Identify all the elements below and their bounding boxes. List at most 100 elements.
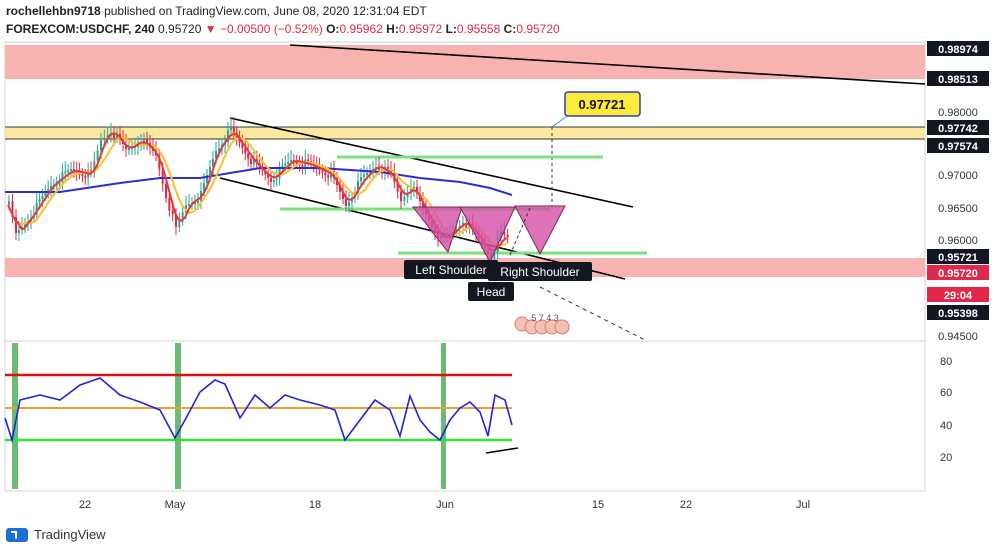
candle-body — [113, 133, 115, 138]
price-axis-label: 0.98000 — [938, 107, 978, 119]
candle-body — [400, 191, 402, 201]
candle-body — [390, 170, 392, 173]
moving-average-fast[interactable] — [7, 132, 508, 252]
time-axis-label: 22 — [79, 499, 91, 511]
tradingview-logo-icon — [6, 527, 28, 542]
long-trendline[interactable] — [289, 44, 926, 85]
pattern-connector — [509, 207, 531, 256]
candle-body — [267, 174, 270, 179]
moving-average-slow[interactable] — [5, 167, 513, 196]
candle-body — [24, 224, 26, 227]
candle-body — [44, 192, 47, 196]
symbol-name[interactable]: FOREXCOM:USDCHF, 240 — [6, 22, 155, 36]
candle-body — [8, 201, 10, 205]
price-axis[interactable]: 0.98974 0.98513 0.98000 0.97742 0.97574 0.970… — [927, 41, 989, 343]
price-axis-label-box — [927, 71, 989, 86]
candle-body — [372, 169, 374, 171]
candle-body — [272, 180, 275, 183]
events-count: 5 7 4 3 — [531, 313, 559, 323]
candle-body — [67, 170, 70, 173]
time-axis-label: Jul — [796, 499, 810, 511]
rsi-signal-bar-1 — [12, 343, 18, 489]
head-label: Head — [477, 285, 506, 299]
price-axis-label-box — [927, 328, 989, 343]
head-triangle[interactable] — [459, 206, 516, 264]
candle-body — [287, 161, 290, 164]
candle-body — [203, 183, 205, 191]
author-name[interactable]: rochellehbn9718 — [6, 4, 101, 18]
candle-body — [278, 167, 281, 179]
price-axis-label-box — [927, 138, 989, 153]
candle-body — [64, 171, 67, 174]
projection-line-down[interactable] — [539, 286, 646, 341]
channel-upper-trendline[interactable] — [229, 117, 634, 208]
resistance-zone[interactable] — [5, 45, 925, 79]
candle-body — [318, 167, 321, 171]
candle-body — [194, 202, 196, 204]
candle-body — [103, 137, 106, 140]
down-arrow-icon: ▼ — [204, 22, 217, 36]
price-axis-label-box — [927, 41, 989, 56]
candle-body — [125, 144, 127, 149]
high-label: H: — [386, 22, 399, 36]
target-callout-box[interactable] — [564, 91, 641, 117]
price-axis-label-box — [927, 305, 989, 320]
candle-body — [181, 212, 184, 220]
price-axis-label-box — [927, 167, 989, 182]
price-axis-label-box — [927, 120, 989, 135]
time-axis-label: 22 — [680, 499, 692, 511]
price-pane-border — [4, 41, 926, 342]
high-value: 0.95972 — [398, 22, 443, 36]
close-value: 0.95720 — [516, 22, 560, 36]
candle-body — [137, 145, 139, 147]
price-axis-label: 29:04 — [944, 290, 973, 302]
candle-body — [72, 169, 75, 171]
candle-body — [206, 175, 208, 183]
price-axis-label: 0.96000 — [938, 235, 978, 247]
left-shoulder-triangle[interactable] — [411, 206, 463, 254]
price-axis-label-box — [927, 249, 989, 264]
candle-body — [70, 169, 72, 171]
footer-brand-text: TradingView — [34, 527, 106, 542]
price-axis-label: 0.98974 — [938, 44, 979, 56]
close-label: C: — [503, 22, 517, 36]
candle-body — [41, 195, 44, 200]
supply-zone[interactable] — [5, 127, 925, 139]
candle-body — [100, 140, 102, 151]
rsi-line[interactable] — [4, 377, 513, 444]
right-shoulder-triangle[interactable] — [514, 205, 566, 256]
candle-body — [465, 223, 468, 228]
candle-body — [275, 178, 278, 181]
candle-body — [503, 232, 506, 235]
candle-body — [58, 182, 61, 185]
candle-body — [146, 139, 148, 143]
candle-body — [324, 172, 327, 176]
candle-body — [468, 223, 471, 228]
rsi-pane-border — [4, 340, 926, 492]
candle-body — [165, 183, 167, 198]
time-axis[interactable]: 22 May 18 Jun 15 22 Jul — [79, 499, 810, 511]
symbol-info-line: FOREXCOM:USDCHF, 240 0.95720 ▼ −0.00500 … — [6, 22, 560, 36]
candle-body — [230, 127, 232, 130]
open-label: O: — [326, 22, 340, 36]
candle-body — [50, 186, 52, 190]
publish-info: published on TradingView.com, June 08, 2… — [104, 4, 427, 18]
rsi-axis-label: 80 — [940, 356, 952, 368]
rsi-divergence-line[interactable] — [485, 447, 519, 454]
candle-body — [270, 178, 272, 182]
footer-brand[interactable]: TradingView — [6, 527, 106, 542]
candle-body — [422, 201, 424, 208]
time-axis-label: 18 — [309, 499, 321, 511]
economic-events-marker[interactable]: 5 7 4 3 — [514, 313, 570, 335]
candle-body — [307, 159, 310, 162]
candle-body — [81, 174, 84, 177]
candle-body — [366, 173, 368, 175]
price-axis-label-box — [927, 265, 989, 280]
time-axis-label: 15 — [592, 499, 604, 511]
rsi-axis-label: 60 — [940, 387, 952, 399]
candle-body — [396, 182, 399, 192]
rsi-axis-label: 40 — [940, 420, 952, 432]
candle-body — [403, 197, 406, 201]
candle-body — [35, 202, 38, 215]
